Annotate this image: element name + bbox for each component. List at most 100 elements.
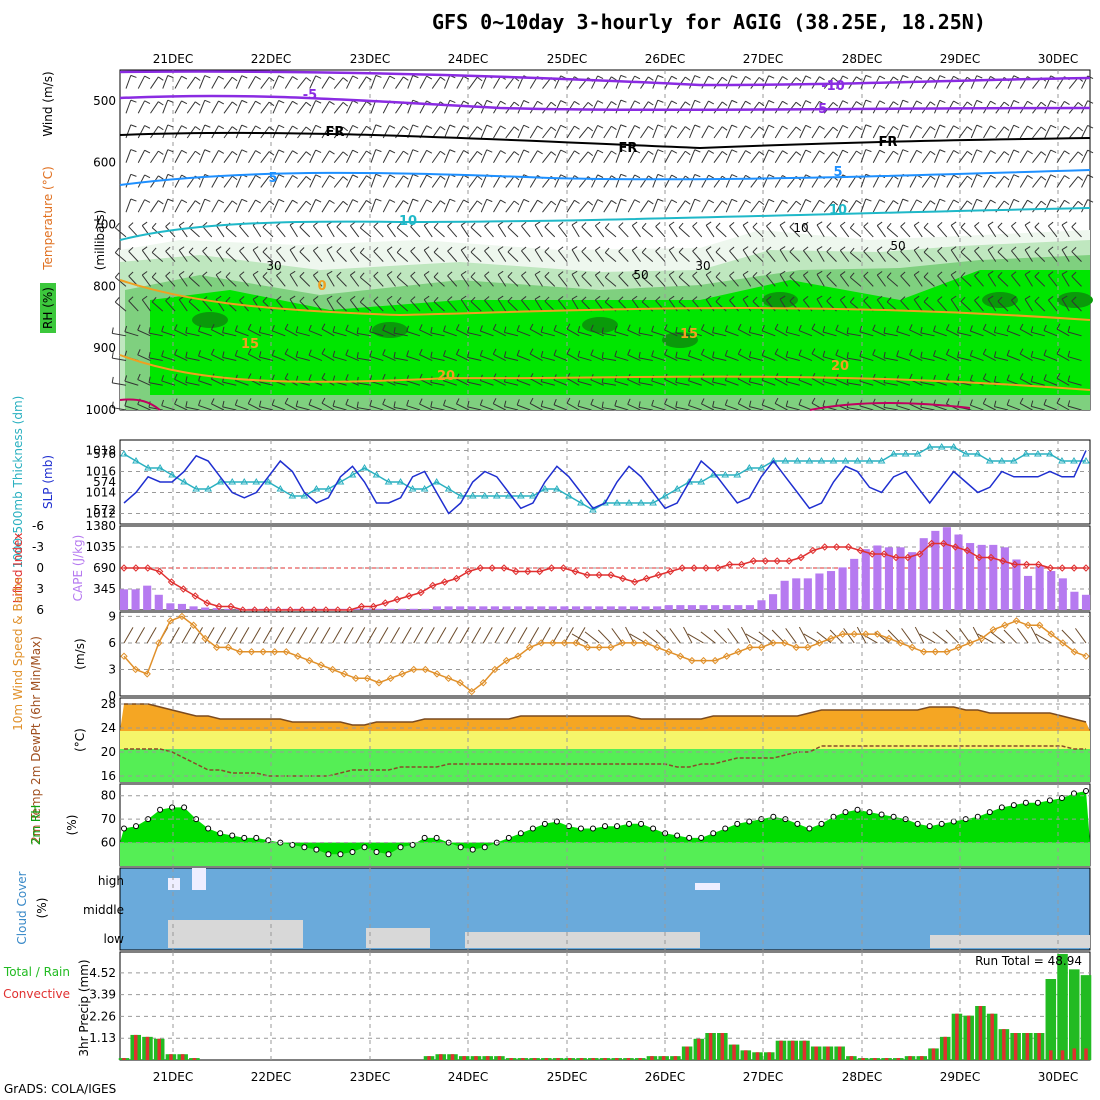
wind-barb	[262, 251, 274, 262]
rh2m-point	[914, 820, 921, 827]
wind-barb-flag	[785, 400, 789, 407]
wind-barb	[921, 76, 931, 89]
wind-barb-flag	[342, 151, 349, 157]
wind-barb	[185, 332, 200, 337]
wind-barb	[345, 354, 359, 362]
profile-label-temp: Temperature (°C)	[41, 166, 55, 271]
wind10-speed-point	[213, 643, 221, 652]
wind-barb-flag	[974, 246, 980, 252]
wind-barb	[174, 150, 183, 163]
wind-barb-flag	[990, 150, 996, 155]
wind-barb	[934, 100, 941, 114]
wind-barb-flag	[627, 398, 631, 405]
wind-barb-flag	[550, 200, 557, 206]
wind-barb	[161, 331, 176, 337]
wind-barb	[393, 332, 408, 337]
wind-barb-flag	[544, 296, 550, 302]
thickness-point	[240, 478, 249, 485]
wind-barb	[676, 76, 686, 89]
wind-barb-flag	[292, 100, 298, 105]
wind-barb	[725, 404, 739, 411]
wind-barb	[480, 330, 494, 337]
wind-barb	[823, 200, 834, 213]
wind-barb-flag	[463, 199, 470, 204]
wind-barb-flag	[537, 125, 543, 130]
wind-barb	[638, 357, 653, 362]
wind-barb	[641, 227, 654, 238]
wind-barb	[848, 150, 857, 163]
wind-barb	[826, 251, 837, 262]
wind-barb-flag	[651, 399, 655, 406]
wind-barb-flag	[789, 271, 795, 277]
wind-barb	[326, 249, 335, 262]
wind-barb	[235, 124, 243, 139]
wind-barb-flag	[805, 100, 812, 104]
wind-barb	[578, 102, 589, 114]
wind-barb	[913, 225, 923, 238]
wind-barb-flag	[479, 399, 483, 406]
wind10-barb	[436, 627, 447, 644]
wind-barb-flag	[879, 125, 886, 129]
wind-barb-flag	[1056, 372, 1061, 379]
lifted-index-point	[904, 553, 912, 562]
wind-barb	[198, 355, 212, 362]
wind-barb	[289, 274, 298, 287]
wind-barb-flag	[403, 125, 409, 131]
lifted-index-point-line	[124, 542, 1086, 611]
wind-barb-flag	[463, 125, 470, 130]
wind-barb	[460, 249, 470, 262]
wind-barb	[493, 403, 506, 411]
wind-barb-flag	[856, 76, 862, 81]
rh2m-point	[289, 841, 296, 848]
wind-barb-flag	[165, 271, 171, 277]
wind-barb-flag	[386, 295, 393, 301]
wind-barb	[762, 125, 770, 139]
wind-barb	[1031, 405, 1045, 411]
lifted-index-point	[1082, 564, 1090, 572]
wind10-speed-point	[514, 652, 522, 660]
thickness-point	[961, 450, 970, 457]
precip-label-conv: Convective	[3, 987, 70, 1001]
rh2m-point	[986, 809, 993, 816]
wind-barb	[359, 301, 372, 312]
wind-barb	[604, 252, 617, 263]
wind-barb	[284, 76, 293, 89]
wind-barb	[762, 330, 776, 337]
date-label-bottom: 30DEC	[1038, 1070, 1078, 1084]
wind-barb	[199, 124, 206, 139]
wind-barb	[651, 355, 666, 362]
wind-barb-flag	[447, 246, 453, 252]
precip-conv-bar	[896, 1058, 901, 1060]
wind-barb	[1068, 77, 1079, 89]
wind-barb	[396, 227, 409, 238]
cape-bar	[699, 605, 708, 610]
wind-barb-flag	[315, 75, 322, 79]
wind-barb	[577, 356, 592, 362]
contour-25	[119, 398, 161, 411]
wind-barb	[504, 331, 519, 337]
wind-barb-flag	[993, 400, 997, 407]
wind-barb	[937, 300, 948, 312]
wind10-speed-point	[166, 617, 175, 625]
wind-barb-flag	[292, 175, 298, 179]
wind-barb-flag	[826, 271, 832, 277]
wind-barb-flag	[470, 272, 476, 278]
wind-barb-flag	[856, 200, 862, 205]
thickness-point	[288, 492, 297, 499]
lifted-index-point	[1070, 564, 1078, 572]
wind-barb	[712, 406, 727, 411]
wind-barb-flag	[114, 272, 120, 278]
wind-barb	[165, 250, 176, 262]
wind-barb	[202, 300, 213, 312]
wind-barb-flag	[558, 271, 564, 276]
wind-barb-flag	[305, 151, 312, 156]
rh2m-unit: (%)	[65, 815, 79, 836]
wind-barb	[872, 125, 881, 139]
wind-barb	[252, 249, 262, 262]
wind10-barb	[1030, 626, 1041, 644]
wind-barb	[468, 200, 478, 213]
wind-barb	[615, 99, 622, 114]
wind-barb	[715, 226, 727, 238]
thickness-point	[613, 499, 621, 506]
